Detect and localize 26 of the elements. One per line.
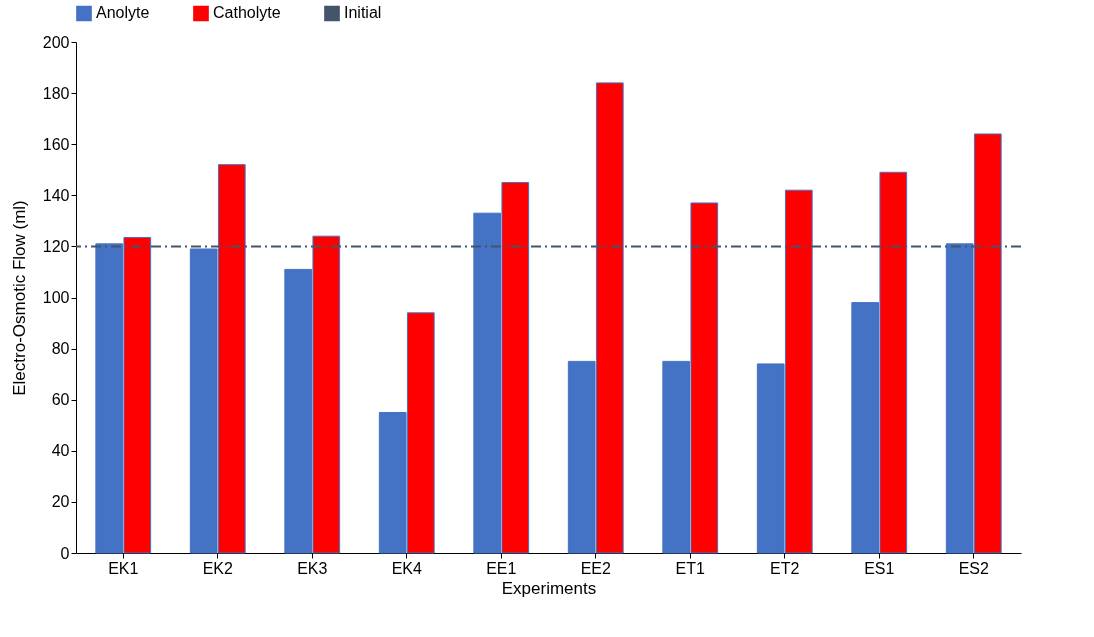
y-tick-label: 40 [51,442,70,460]
y-tick-label: 60 [51,391,70,409]
y-tick-label: 200 [42,33,70,51]
x-axis-title: Experiments [501,578,597,598]
y-tick-label: 140 [42,186,70,204]
legend-label: Initial [344,4,382,22]
x-tick-label: EK4 [391,559,422,577]
x-tick-label: ET1 [675,559,706,577]
x-tick-label: EK1 [108,559,139,577]
y-axis-title: Electro-Osmotic Flow (ml) [9,200,29,396]
y-tick-label: 80 [51,340,70,358]
y-tick-label: 20 [51,493,70,511]
legend-label: Anolyte [96,4,150,22]
y-tick-label: 0 [60,544,70,562]
y-tick-label: 180 [42,84,70,102]
legend-label: Catholyte [213,4,281,22]
y-tick-label: 120 [42,237,70,255]
x-tick-label: EE2 [580,559,611,577]
y-tick-label: 100 [42,289,70,306]
x-tick-label: EK3 [297,559,328,577]
x-tick-label: ES2 [958,559,989,577]
x-tick-label: ES1 [864,559,895,577]
y-tick-label: 160 [42,135,70,153]
x-tick-label: EK2 [202,559,233,577]
x-tick-label: EE1 [486,559,517,577]
x-tick-label: ET2 [770,559,800,577]
